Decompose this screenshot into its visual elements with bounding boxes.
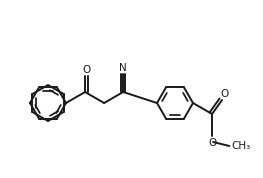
Text: O: O <box>220 89 228 99</box>
Text: CH₃: CH₃ <box>231 141 251 151</box>
Text: O: O <box>82 65 91 75</box>
Text: O: O <box>208 138 216 148</box>
Text: N: N <box>119 63 127 73</box>
